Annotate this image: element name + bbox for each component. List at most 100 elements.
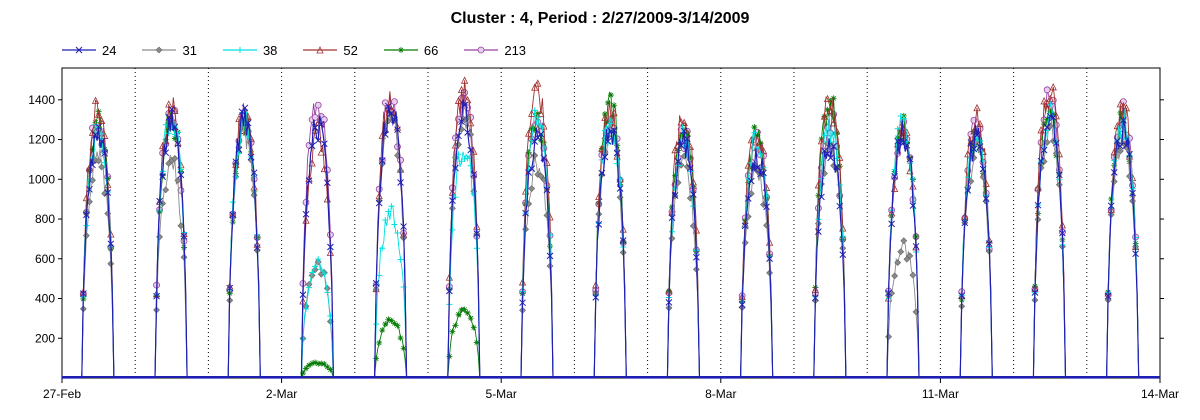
data-point xyxy=(760,201,767,209)
data-point xyxy=(531,152,539,159)
data-point xyxy=(1059,229,1066,237)
data-point xyxy=(531,83,539,91)
data-point xyxy=(311,124,319,131)
legend-marker xyxy=(156,46,163,54)
data-point xyxy=(546,252,554,260)
legend-label: 38 xyxy=(262,42,278,58)
data-point xyxy=(470,190,477,197)
data-point xyxy=(303,305,309,312)
data-point xyxy=(1052,139,1060,147)
data-point xyxy=(98,142,105,149)
data-point xyxy=(906,155,914,163)
data-point xyxy=(1043,86,1051,94)
data-point xyxy=(815,204,822,212)
data-point xyxy=(162,149,170,157)
legend-label: 213 xyxy=(504,42,527,58)
data-point xyxy=(397,179,404,186)
data-point xyxy=(766,255,773,262)
data-point xyxy=(528,109,536,117)
data-point xyxy=(604,138,612,145)
data-point xyxy=(982,179,990,187)
x-tick-label: 11-Mar xyxy=(922,387,959,401)
data-point xyxy=(180,253,188,261)
data-point xyxy=(534,114,541,121)
data-point xyxy=(375,199,383,207)
data-point xyxy=(394,229,401,236)
data-point xyxy=(885,289,892,297)
data-point xyxy=(229,211,237,219)
data-point xyxy=(1111,157,1118,164)
data-point xyxy=(683,135,691,143)
data-point xyxy=(1116,147,1124,155)
data-point xyxy=(312,263,319,270)
data-point xyxy=(299,291,307,299)
data-point xyxy=(759,146,768,155)
data-point xyxy=(327,243,334,251)
legend-item-24: 24 xyxy=(62,43,116,58)
series-31 xyxy=(62,112,1160,379)
legend-marker xyxy=(75,46,83,54)
data-point xyxy=(900,125,908,134)
legend-item-31: 31 xyxy=(142,43,197,58)
data-point xyxy=(897,113,904,120)
data-point xyxy=(537,172,545,180)
data-point xyxy=(91,96,100,104)
data-point xyxy=(1037,139,1045,146)
data-point xyxy=(470,171,478,178)
y-tick-label: 200 xyxy=(35,331,55,345)
data-point xyxy=(818,193,825,201)
legend-label: 24 xyxy=(102,42,117,58)
data-point xyxy=(299,336,306,343)
data-point xyxy=(1104,292,1112,300)
data-point xyxy=(104,189,112,196)
data-point xyxy=(159,173,167,181)
data-point xyxy=(467,146,475,154)
data-point xyxy=(95,123,102,131)
x-tick-label: 14-Mar xyxy=(1141,387,1179,401)
data-point xyxy=(964,187,972,194)
data-point xyxy=(824,106,831,113)
legend-swatch xyxy=(303,46,338,54)
data-point xyxy=(467,162,474,169)
data-point xyxy=(537,109,545,118)
data-point xyxy=(311,266,319,274)
data-point xyxy=(693,253,700,261)
data-point xyxy=(470,324,477,331)
data-point xyxy=(830,138,837,145)
data-point xyxy=(238,108,246,116)
data-point xyxy=(449,226,456,233)
data-point xyxy=(528,165,536,172)
data-point xyxy=(525,129,533,137)
data-point xyxy=(1120,116,1127,124)
data-point xyxy=(464,114,472,121)
data-point xyxy=(376,339,383,346)
data-point xyxy=(373,321,380,328)
data-point xyxy=(162,186,170,194)
legend: 24 31 38 52 66 213 xyxy=(62,40,552,60)
data-point xyxy=(973,131,981,139)
legend-swatch xyxy=(383,47,418,53)
y-tick-label: 600 xyxy=(35,252,55,266)
data-point xyxy=(174,176,182,184)
data-point xyxy=(900,237,908,245)
data-point xyxy=(604,99,611,106)
data-point xyxy=(314,137,322,144)
data-point xyxy=(598,169,606,177)
series-38 xyxy=(62,101,1160,379)
data-point xyxy=(379,245,386,252)
data-point xyxy=(741,222,749,230)
data-point xyxy=(454,96,463,104)
data-point xyxy=(619,237,627,244)
legend-label: 66 xyxy=(423,42,439,58)
data-point xyxy=(1047,101,1054,108)
data-point xyxy=(473,339,480,346)
data-point xyxy=(92,131,99,139)
data-point xyxy=(760,169,767,177)
data-point xyxy=(677,161,685,169)
data-point xyxy=(894,134,901,141)
data-point xyxy=(830,142,838,150)
data-point xyxy=(373,355,380,362)
data-point xyxy=(830,119,838,127)
y-tick-label: 1400 xyxy=(28,93,55,107)
legend-marker xyxy=(477,46,485,54)
